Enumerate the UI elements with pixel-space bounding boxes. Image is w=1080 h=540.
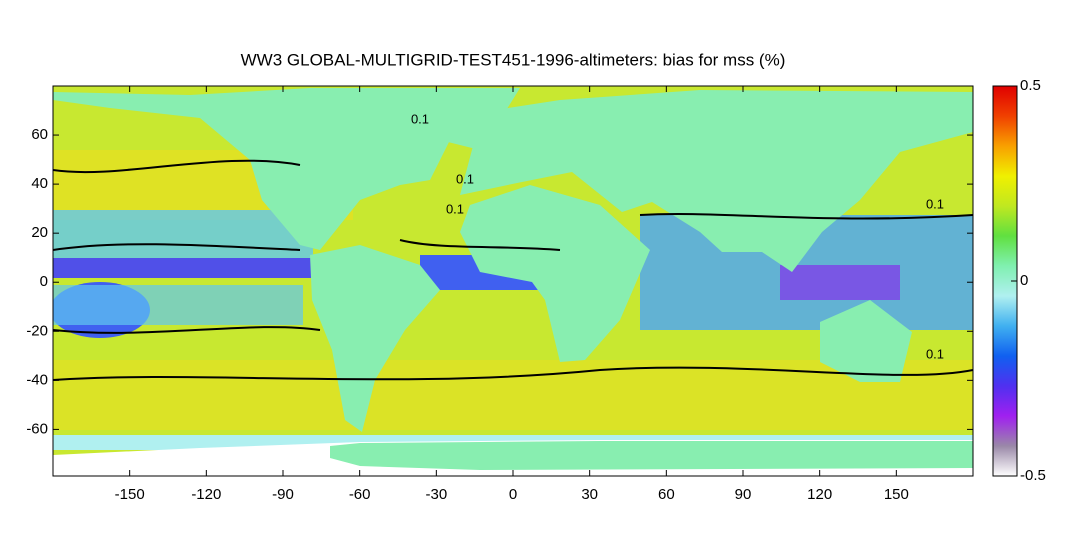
ocean-region (53, 210, 313, 260)
chart-title: WW3 GLOBAL-MULTIGRID-TEST451-1996-altime… (241, 50, 786, 69)
contour-label: 0.1 (411, 111, 429, 126)
x-tick-label: -60 (349, 486, 371, 503)
y-tick-label: -60 (26, 420, 48, 437)
y-tick-label: -20 (26, 322, 48, 339)
ocean-region (53, 258, 313, 278)
contour-label: 0.1 (926, 196, 944, 211)
x-tick-label: 60 (658, 486, 675, 503)
x-tick-label: -120 (191, 486, 221, 503)
land (53, 88, 470, 250)
x-tick-label: 90 (735, 486, 752, 503)
y-tick-label: -40 (26, 371, 48, 388)
colorbar-tick-label: 0 (1020, 272, 1028, 289)
land (420, 88, 520, 150)
land (460, 185, 650, 362)
colorbar-tick-label: -0.5 (1020, 467, 1046, 484)
ocean-region (53, 360, 973, 430)
map-field (53, 86, 973, 476)
land (310, 245, 440, 432)
x-tick-label: 30 (581, 486, 598, 503)
y-tick-label: 0 (40, 273, 48, 290)
land (330, 441, 973, 470)
y-tick-label: 40 (31, 175, 48, 192)
x-tick-label: 0 (509, 486, 517, 503)
y-tick-label: 60 (31, 126, 48, 143)
colorbar-tick-label: 0.5 (1020, 77, 1041, 94)
contour-label: 0.1 (456, 171, 474, 186)
x-tick-label: 150 (884, 486, 909, 503)
contour-line (53, 159, 973, 381)
x-tick-label: -150 (115, 486, 145, 503)
x-tick-label: -30 (425, 486, 447, 503)
ocean-region (53, 285, 303, 325)
y-tick-label: 20 (31, 224, 48, 241)
land (820, 300, 912, 382)
x-tick-label: -90 (272, 486, 294, 503)
contour-label: 0.1 (926, 346, 944, 361)
contour-label: 0.1 (446, 201, 464, 216)
ocean-region (780, 265, 900, 300)
land (460, 90, 973, 272)
x-tick-label: 120 (807, 486, 832, 503)
